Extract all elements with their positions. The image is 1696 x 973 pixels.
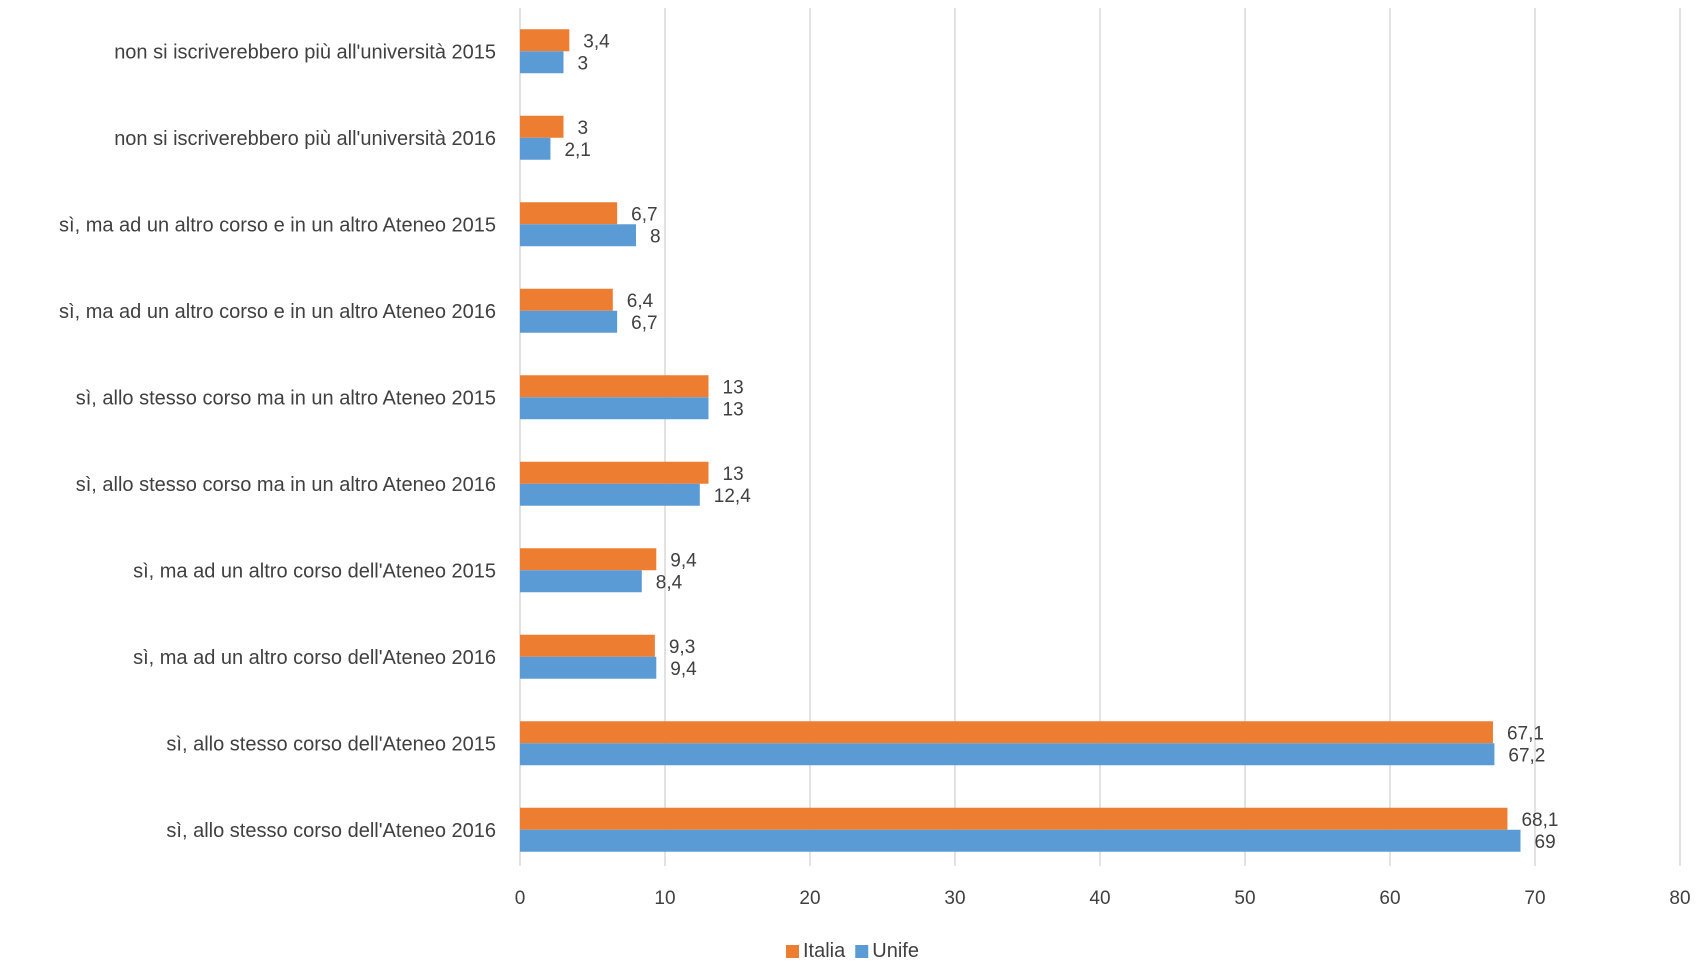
data-label-italia: 3: [578, 118, 589, 139]
data-label-unife: 8: [650, 226, 661, 247]
data-label-unife: 69: [1535, 832, 1556, 853]
bar-unife: [520, 483, 700, 506]
bar-italia: [520, 288, 613, 311]
bar-italia: [520, 115, 564, 138]
data-label-unife: 2,1: [564, 140, 590, 161]
category-label: sì, ma ad un altro corso dell'Ateneo 201…: [133, 647, 496, 669]
data-label-italia: 9,3: [669, 637, 695, 658]
x-tick-label: 50: [1234, 888, 1255, 909]
bars: [520, 29, 1521, 852]
data-label-unife: 6,7: [631, 313, 657, 334]
data-label-italia: 13: [723, 464, 744, 485]
legend-label-unife: Unife: [872, 940, 919, 962]
category-label: sì, ma ad un altro corso e in un altro A…: [59, 214, 496, 236]
data-label-unife: 13: [723, 399, 744, 420]
x-tick-label: 10: [654, 888, 675, 909]
data-label-italia: 6,4: [627, 291, 654, 312]
data-label-unife: 12,4: [714, 486, 751, 507]
x-tick-labels: 0 10 20 30 40 50 60 70 80: [515, 888, 1691, 909]
data-label-italia: 6,7: [631, 204, 657, 225]
data-label-italia: 3,4: [583, 31, 610, 52]
legend-swatch-italia: [786, 945, 799, 958]
bar-unife: [520, 829, 1521, 852]
category-label: sì, allo stesso corso dell'Ateneo 2016: [166, 820, 496, 842]
data-label-unife: 8,4: [656, 572, 683, 593]
data-label-unife: 67,2: [1508, 745, 1545, 766]
legend: Italia Unife: [786, 940, 919, 962]
x-tick-label: 70: [1524, 888, 1545, 909]
bar-unife: [520, 51, 564, 74]
x-tick-label: 40: [1089, 888, 1110, 909]
data-label-unife: 9,4: [670, 659, 697, 680]
category-label: sì, allo stesso corso dell'Ateneo 2015: [166, 733, 496, 755]
bar-unife: [520, 570, 642, 593]
bar-unife: [520, 137, 551, 160]
category-label: non si iscriverebbero più all'università…: [114, 128, 496, 150]
bar-italia: [520, 807, 1508, 830]
legend-swatch-unife: [855, 945, 869, 958]
data-label-italia: 67,1: [1507, 723, 1544, 744]
x-tick-label: 0: [515, 888, 526, 909]
bar-italia: [520, 461, 709, 484]
data-label-italia: 68,1: [1521, 810, 1558, 831]
category-label: non si iscriverebbero più all'università…: [114, 41, 496, 63]
bar-unife: [520, 397, 709, 420]
bar-italia: [520, 721, 1493, 744]
bar-italia: [520, 548, 657, 571]
data-label-italia: 13: [723, 377, 744, 398]
bar-unife: [520, 656, 657, 679]
data-label-italia: 9,4: [670, 550, 697, 571]
category-label: sì, allo stesso corso ma in un altro Ate…: [76, 387, 496, 409]
bar-italia: [520, 375, 709, 398]
x-tick-label: 60: [1379, 888, 1400, 909]
value-labels: 3,4332,16,786,46,713131312,49,48,49,39,4…: [564, 31, 1558, 853]
category-label: sì, allo stesso corso ma in un altro Ate…: [76, 474, 496, 496]
bar-unife: [520, 743, 1495, 766]
bar-italia: [520, 634, 655, 657]
x-tick-label: 30: [944, 888, 965, 909]
category-labels: non si iscriverebbero più all'università…: [59, 41, 496, 842]
bar-italia: [520, 29, 570, 52]
data-label-unife: 3: [578, 53, 589, 74]
bar-unife: [520, 224, 636, 247]
x-tick-label: 20: [799, 888, 820, 909]
gridlines: [519, 8, 1681, 866]
x-tick-label: 80: [1669, 888, 1690, 909]
bar-unife: [520, 310, 618, 333]
category-label: sì, ma ad un altro corso e in un altro A…: [59, 301, 496, 323]
category-label: sì, ma ad un altro corso dell'Ateneo 201…: [133, 560, 496, 582]
bar-italia: [520, 202, 618, 225]
legend-label-italia: Italia: [803, 940, 846, 962]
